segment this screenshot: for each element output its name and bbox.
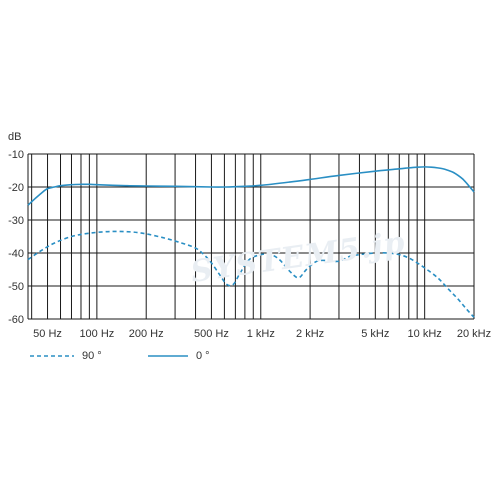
- legend-item-0-degree: 0 °: [148, 350, 210, 362]
- vertical-gridlines: [31, 154, 475, 319]
- y-tick-label: -10: [8, 149, 24, 161]
- y-tick-label: -20: [8, 182, 24, 194]
- x-tick-label: 20 kHz: [457, 328, 491, 340]
- x-tick-label: 100 Hz: [79, 328, 114, 340]
- x-tick-label: 50 Hz: [33, 328, 62, 340]
- horizontal-gridlines: [27, 153, 474, 320]
- series-90-degree-line: [27, 230, 475, 318]
- legend-label-90: 90 °: [82, 350, 102, 362]
- x-tick-label: 2 kHz: [296, 328, 324, 340]
- x-tick-label: 200 Hz: [129, 328, 164, 340]
- y-tick-labels: -10 -20 -30 -40 -50 -60: [8, 149, 24, 326]
- solid-line-swatch: [148, 355, 188, 357]
- y-tick-label: -40: [8, 248, 24, 260]
- legend-item-90-degree: 90 °: [30, 350, 102, 362]
- x-tick-label: 1 kHz: [247, 328, 275, 340]
- y-tick-label: -50: [8, 281, 24, 293]
- series-0-degree-line: [27, 166, 475, 206]
- dashed-line-swatch: [30, 355, 74, 357]
- y-tick-label: -30: [8, 215, 24, 227]
- x-tick-labels: 50 Hz 100 Hz 200 Hz 500 Hz 1 kHz 2 kHz 5 kHz 10…: [33, 328, 491, 340]
- x-tick-label: 500 Hz: [194, 328, 229, 340]
- x-tick-label: 5 kHz: [361, 328, 389, 340]
- x-tick-label: 10 kHz: [408, 328, 442, 340]
- y-tick-label: -60: [8, 314, 24, 326]
- legend-label-0: 0 °: [196, 350, 210, 362]
- curves: [27, 166, 475, 318]
- y-unit-label: dB: [8, 131, 21, 143]
